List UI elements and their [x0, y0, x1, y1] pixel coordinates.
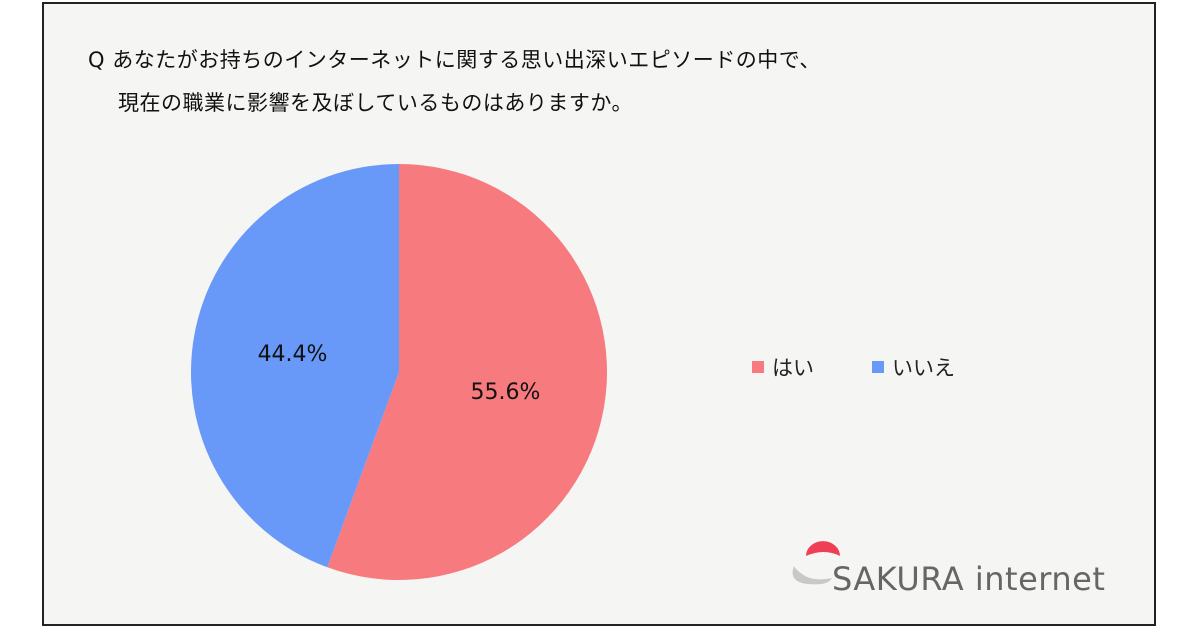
pie-slice-0 [327, 164, 607, 581]
question-line-1: Q あなたがお持ちのインターネットに関する思い出深いエピソードの中で、 [88, 48, 821, 72]
legend-item-yes: はい [752, 352, 814, 382]
pie-data-label-1: 44.4% [258, 342, 328, 367]
legend-label-yes: はい [772, 356, 814, 380]
legend-item-no: いいえ [872, 352, 955, 382]
question-line-2: 現在の職業に影響を及ぼしているものはありますか。 [118, 91, 633, 115]
legend-swatch-no [872, 361, 884, 373]
legend-swatch-yes [752, 361, 764, 373]
pie-data-label-0: 55.6% [471, 380, 541, 405]
legend: はい いいえ [752, 352, 955, 382]
sakura-internet-logo: SAKURA internet [784, 526, 1144, 606]
sakura-logo-icon [792, 541, 840, 585]
legend-label-no: いいえ [892, 356, 955, 380]
pie-slice-1 [190, 164, 399, 568]
logo-text: SAKURA internet [832, 560, 1106, 598]
